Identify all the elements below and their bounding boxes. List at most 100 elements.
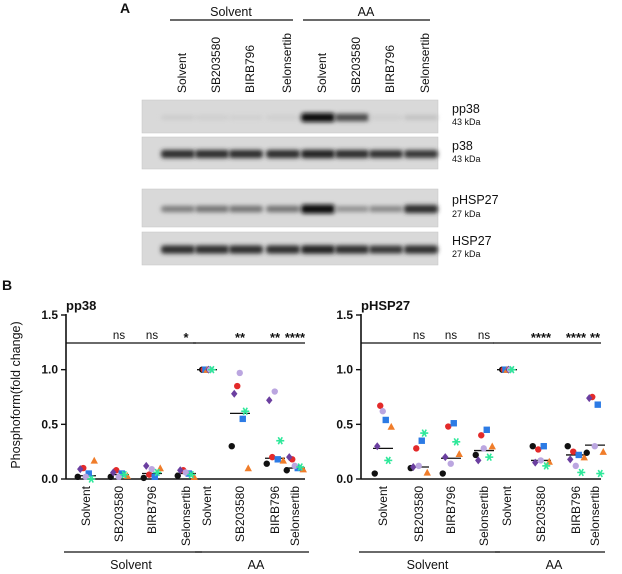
data-point [236,369,243,377]
lane-label: BIRB796 [383,45,397,93]
data-point [291,462,298,470]
x-tick-label: BIRB796 [444,486,458,534]
star-arm [121,470,127,479]
blot-band [229,245,263,254]
significance-label: ** [235,330,246,345]
blot-kda: 27 kDa [452,209,481,219]
data-point [450,420,457,427]
data-point [234,382,241,390]
star-arm [578,468,584,477]
star-arm [209,365,215,374]
blot-band [404,115,438,120]
data-point [276,436,285,445]
group-label-aa: AA [358,5,375,19]
data-point [118,470,125,477]
data-point [410,462,417,471]
star-arm [242,407,248,416]
star-arm [297,463,303,471]
data-point [447,460,454,467]
x-tick-label: BIRB796 [569,486,583,534]
blot-band [404,245,438,254]
significance-label: ns [146,330,158,342]
data-point [207,365,216,374]
data-point [90,456,98,464]
y-tick-label: 1.0 [41,363,58,377]
blot-band [195,149,229,159]
data-point [153,468,162,477]
data-point [387,422,395,430]
significance-label: ** [590,330,601,345]
data-point [570,448,577,455]
x-tick-label: Solvent [79,485,93,526]
data-point [529,443,536,450]
data-point [146,471,153,478]
data-point [580,453,588,461]
y-tick-label: 1.5 [336,308,353,322]
data-point [374,442,381,451]
blot-band [195,245,229,254]
data-point [583,449,590,456]
y-tick-label: 1.0 [336,363,353,377]
x-tick-label: SB203580 [233,486,247,542]
data-point [148,465,155,473]
blot-band [369,206,403,212]
lane-label: SB203580 [349,37,363,93]
data-point [455,450,463,458]
x-tick-label: SB203580 [412,486,426,542]
data-point [85,470,92,477]
data-point [283,467,290,474]
star-arm [154,468,160,477]
significance-label: **** [566,330,587,345]
panel-a-label: A [120,0,130,16]
lane-labels: Solvent SB203580 BIRB796 Selonsertib Solvent… [175,33,432,93]
data-point [231,389,238,398]
blot-label: pp38 [452,102,480,116]
blot-band [301,149,335,159]
significance-label: ns [413,330,425,342]
blot-band [161,149,195,159]
blot-border [141,99,439,134]
data-point [480,445,487,452]
blot-band [369,245,403,254]
chart-title: pHSP27 [361,298,410,313]
star-arm [421,429,427,437]
x-tick-label: Selonsertib [477,486,491,546]
lane-label: Solvent [315,52,329,93]
blot-label: HSP27 [452,234,492,248]
significance-label: ns [113,330,125,342]
data-point [445,423,452,430]
data-point [596,469,605,478]
star-arm [509,365,515,374]
data-point [478,432,485,439]
significance-label: * [183,330,189,345]
data-point [594,401,601,408]
y-tick-label: 1.5 [41,308,58,322]
star-arm [188,470,194,479]
y-tick-label: 0.5 [336,417,353,431]
data-point [190,473,198,481]
significance-label: ns [478,330,490,342]
blot-band [301,245,335,254]
blot-band [335,206,369,212]
blot-band [161,205,195,213]
group-label-aa: AA [248,558,265,572]
data-point [384,456,393,465]
lane-label: Selonsertib [418,33,432,93]
data-point [174,472,181,479]
blot-band [301,113,335,122]
data-point [567,455,574,464]
data-point [266,396,273,405]
data-point [296,463,305,471]
lane-label: BIRB796 [243,45,257,93]
data-point [377,402,384,409]
data-point [599,447,607,455]
data-point [244,464,252,472]
data-point [442,453,449,462]
data-point [177,466,184,475]
data-point [241,407,250,416]
data-point [452,437,461,446]
blot-kda: 43 kDa [452,117,481,127]
